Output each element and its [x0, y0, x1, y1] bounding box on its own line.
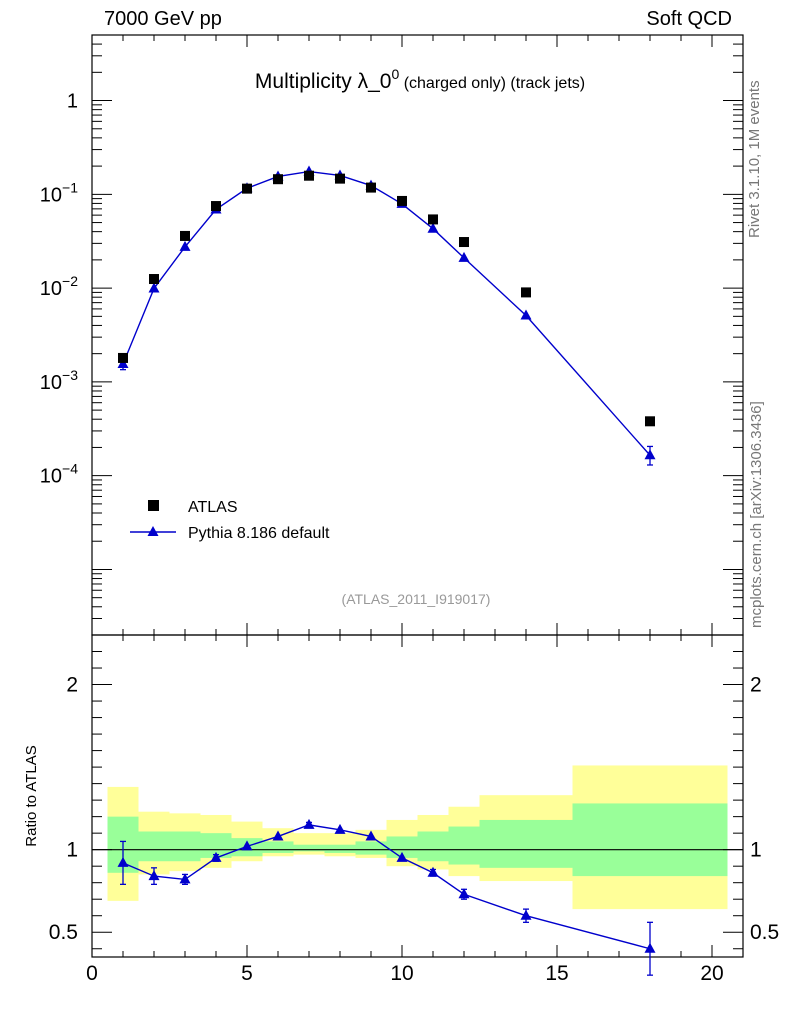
pythia-line — [122, 170, 651, 456]
ratio-point — [303, 818, 315, 829]
atlas-point — [304, 170, 314, 181]
atlas-point — [335, 173, 345, 184]
y-tick-label: 10−4 — [40, 461, 78, 488]
ratio-point — [148, 870, 160, 881]
pythia-point — [520, 309, 532, 320]
uncertainty-band-green — [169, 831, 201, 862]
ratio-y-tick-label-right: 2 — [750, 674, 762, 697]
uncertainty-band-yellow — [293, 833, 325, 855]
ratio-point — [644, 942, 656, 953]
atlas-point — [180, 230, 190, 241]
atlas-point — [149, 274, 159, 285]
atlas-point — [645, 416, 655, 427]
pythia-point — [458, 251, 470, 262]
ratio-line — [122, 824, 651, 950]
uncertainty-band-green — [572, 803, 728, 877]
x-tick-label: 0 — [86, 962, 98, 985]
ratio-point — [241, 840, 253, 851]
chart-title: Multiplicity λ_00 (charged only) (track … — [255, 66, 585, 93]
legend-atlas-label: ATLAS — [188, 499, 238, 516]
x-tick-label: 10 — [390, 962, 413, 985]
pythia-point — [179, 240, 191, 251]
analysis-tag: (ATLAS_2011_I919017) — [342, 591, 491, 607]
x-tick-label: 20 — [700, 962, 723, 985]
atlas-point — [428, 214, 438, 225]
main-plot-frame — [91, 34, 744, 636]
atlas-point — [459, 237, 469, 248]
uncertainty-band-green — [479, 819, 573, 868]
header-right: Soft QCD — [646, 8, 732, 30]
x-tick-label: 5 — [241, 962, 253, 985]
header-left: 7000 GeV pp — [104, 8, 222, 30]
ratio-point — [210, 851, 222, 862]
legend-atlas-marker — [148, 500, 159, 511]
y-tick-label: 1 — [67, 91, 78, 113]
atlas-point — [366, 182, 376, 193]
ratio-point — [179, 873, 191, 884]
atlas-point — [211, 201, 221, 212]
atlas-point — [521, 287, 531, 298]
ratio-point — [427, 866, 439, 877]
atlas-point — [118, 352, 128, 363]
ratio-y-tick-label-right: 1 — [750, 839, 762, 862]
atlas-point — [397, 195, 407, 206]
ratio-point — [334, 823, 346, 834]
ratio-ylabel: Ratio to ATLAS — [23, 745, 40, 846]
y-tick-label: 10−3 — [40, 367, 78, 394]
uncertainty-band-green — [355, 841, 387, 855]
ratio-y-tick-label-right: 0.5 — [750, 921, 779, 944]
ratio-y-tick-label: 0.5 — [49, 921, 78, 944]
atlas-point — [273, 174, 283, 185]
uncertainty-band-green — [448, 826, 480, 865]
uncertainty-band-green — [138, 831, 170, 862]
ratio-point — [458, 888, 470, 899]
ratio-plot-frame — [91, 634, 744, 958]
y-tick-label: 10−1 — [40, 179, 78, 206]
y-tick-label: 10−2 — [40, 273, 78, 300]
uncertainty-band-green — [293, 844, 325, 852]
legend-pythia-label: Pythia 8.186 default — [188, 525, 330, 542]
ratio-point — [117, 856, 129, 867]
ratio-point — [396, 851, 408, 862]
legend-pythia-marker — [147, 526, 159, 536]
uncertainty-band-green — [417, 831, 449, 862]
ratio-y-tick-label: 2 — [66, 674, 78, 697]
ratio-point — [520, 909, 532, 920]
atlas-point — [242, 183, 252, 194]
pythia-point — [644, 449, 656, 460]
pythia-point — [427, 222, 439, 233]
ratio-y-tick-label: 1 — [66, 839, 78, 862]
uncertainty-band-green — [262, 841, 294, 853]
pythia-point — [148, 282, 160, 293]
ratio-point — [272, 830, 284, 841]
pythia-point — [117, 358, 129, 369]
uncertainty-band-green — [324, 844, 356, 853]
ratio-point — [365, 830, 377, 841]
x-tick-label: 15 — [545, 962, 568, 985]
